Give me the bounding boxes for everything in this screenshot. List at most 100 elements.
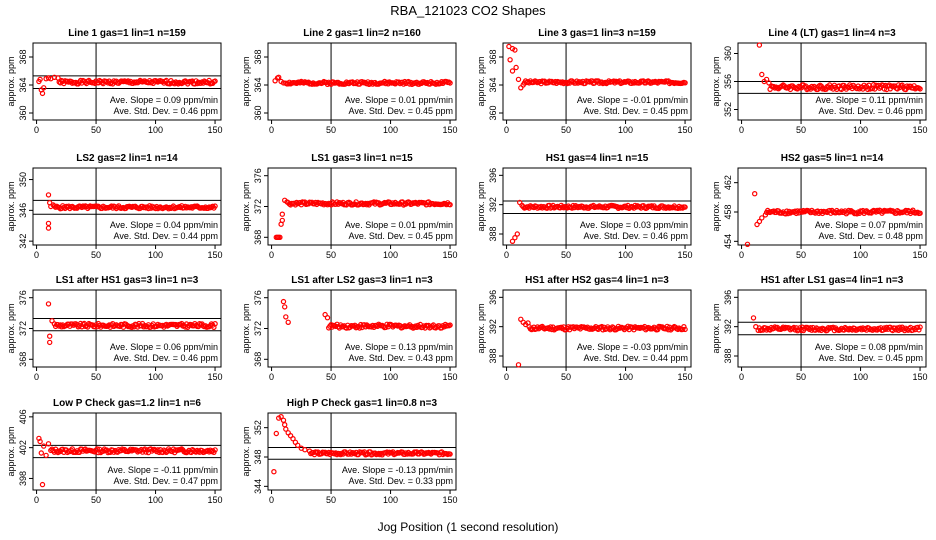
slope-annotation: Ave. Slope = 0.04 ppm/min [110, 220, 218, 230]
data-point [681, 324, 687, 330]
data-point [276, 74, 282, 81]
y-axis-label: approx. ppm [6, 426, 16, 476]
data-point [212, 203, 218, 209]
y-tick-label: 388 [488, 226, 498, 241]
data-point [142, 446, 148, 452]
data-point [447, 322, 453, 328]
data-point [280, 298, 287, 305]
y-tick-label: 368 [18, 49, 28, 64]
data-point [759, 71, 765, 78]
x-tick-label: 150 [208, 495, 223, 505]
data-point [41, 443, 47, 449]
y-tick-label: 454 [723, 234, 733, 249]
x-tick-label: 150 [443, 125, 458, 135]
std-annotation: Ave. Std. Dev. = 0.33 ppm [349, 476, 453, 486]
std-annotation: Ave. Std. Dev. = 0.46 ppm [584, 231, 688, 241]
slope-annotation: Ave. Slope = 0.09 ppm/min [110, 95, 218, 105]
y-tick-label: 392 [723, 319, 733, 334]
data-point [212, 78, 218, 84]
data-point [515, 76, 522, 83]
panel-1: Line 1 gas=1 lin=1 n=159 0 50 100 150 360 364 3… [6, 28, 223, 135]
slope-annotation: Ave. Slope = 0.06 ppm/min [110, 342, 218, 352]
x-tick-label: 150 [208, 125, 223, 135]
data-point [282, 304, 288, 310]
panel-title: Low P Check gas=1.2 lin=1 n=6 [53, 398, 201, 409]
x-tick-label: 0 [34, 495, 39, 505]
y-tick-label: 360 [253, 105, 263, 120]
y-tick-label: 368 [253, 49, 263, 64]
data-point [278, 414, 284, 420]
slope-annotation: Ave. Slope = 0.01 ppm/min [345, 95, 453, 105]
data-point [295, 442, 301, 448]
y-tick-label: 368 [253, 352, 263, 367]
slope-annotation: Ave. Slope = 0.07 ppm/min [815, 220, 923, 230]
y-tick-label: 402 [18, 440, 28, 455]
x-tick-label: 150 [208, 250, 223, 260]
x-tick-label: 100 [853, 372, 868, 382]
y-axis-label: approx. ppm [241, 181, 251, 231]
x-tick-label: 150 [913, 250, 928, 260]
plot-frame [502, 167, 692, 246]
std-annotation: Ave. Std. Dev. = 0.46 ppm [114, 106, 218, 116]
panel-5: LS2 gas=2 lin=1 n=14 0 50 100 150 342 346 350ap… [6, 153, 223, 260]
x-tick-label: 150 [913, 372, 928, 382]
x-tick-label: 100 [383, 495, 398, 505]
y-tick-label: 346 [18, 203, 28, 218]
plot-frame [32, 412, 222, 491]
slope-annotation: Ave. Slope = -0.11 ppm/min [108, 465, 218, 475]
data-point [809, 327, 815, 333]
x-tick-label: 100 [618, 125, 633, 135]
data-point [273, 430, 279, 437]
data-point [447, 80, 453, 86]
y-tick-label: 396 [488, 290, 498, 305]
y-tick-label: 396 [488, 168, 498, 183]
data-point [140, 324, 147, 330]
data-point [279, 217, 285, 224]
data-point [37, 76, 43, 83]
data-point [680, 326, 686, 333]
data-point [45, 441, 52, 447]
data-point [797, 325, 803, 331]
x-tick-label: 100 [383, 372, 398, 382]
y-tick-label: 368 [18, 352, 28, 367]
x-tick-label: 150 [678, 250, 693, 260]
x-tick-label: 150 [678, 125, 693, 135]
data-point [904, 83, 910, 89]
data-point [47, 333, 53, 339]
panel-9: LS1 after HS1 gas=3 lin=1 n=3 0 50 100 150 36… [6, 275, 223, 382]
data-point [277, 234, 283, 240]
data-point [750, 315, 757, 321]
data-point [917, 210, 923, 216]
y-tick-label: 392 [488, 319, 498, 334]
panel-title: High P Check gas=1 lin=0.8 n=3 [287, 398, 438, 409]
panel-3: Line 3 gas=1 lin=3 n=159 0 50 100 150 360 364 3… [476, 28, 693, 135]
data-point [212, 447, 218, 453]
slope-annotation: Ave. Slope = 0.08 ppm/min [815, 342, 923, 352]
data-point [282, 422, 288, 428]
x-tick-label: 0 [739, 125, 744, 135]
plot-frame [737, 167, 927, 246]
y-axis-label: approx. ppm [476, 303, 486, 353]
panel-11: HS1 after HS2 gas=4 lin=1 n=3 0 50 100 150 38… [476, 275, 693, 382]
plot-frame [267, 42, 457, 121]
data-point [759, 215, 765, 221]
y-tick-label: 342 [18, 234, 28, 249]
x-tick-label: 150 [443, 495, 458, 505]
y-axis-label: approx. ppm [241, 303, 251, 353]
slope-annotation: Ave. Slope = 0.01 ppm/min [345, 220, 453, 230]
data-point [916, 327, 922, 333]
data-point [383, 324, 389, 330]
data-point [513, 64, 519, 71]
y-tick-label: 364 [18, 77, 28, 92]
x-tick-label: 100 [853, 125, 868, 135]
x-tick-label: 0 [269, 495, 274, 505]
panel-title: LS1 gas=3 lin=1 n=15 [311, 153, 413, 164]
x-tick-label: 50 [326, 250, 336, 260]
y-tick-label: 376 [253, 290, 263, 305]
plot-frame [32, 42, 222, 121]
x-tick-label: 100 [148, 372, 163, 382]
std-annotation: Ave. Std. Dev. = 0.44 ppm [584, 353, 688, 363]
data-point [564, 80, 571, 87]
plot-frame [502, 289, 692, 368]
data-point [47, 339, 53, 346]
